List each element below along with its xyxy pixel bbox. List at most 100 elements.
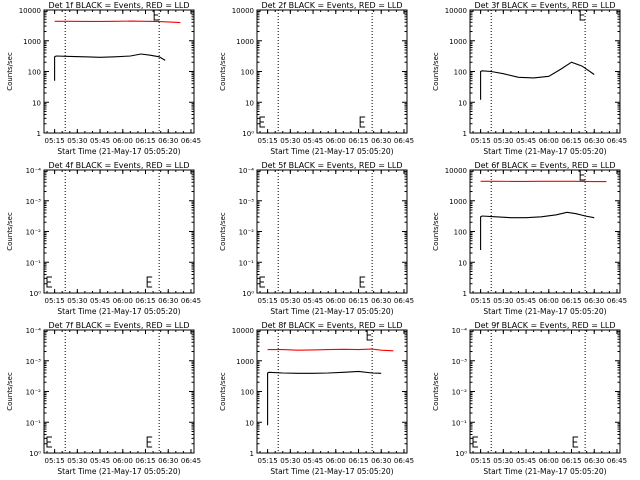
x-tick-label: 05:30 [67, 457, 87, 465]
detector-panel-6: Det 6f BLACK = Events, RED = LLD Start Ti… [432, 161, 627, 316]
y-tick-label: 10000 [232, 7, 254, 15]
y-axis-label: Counts/sec [6, 212, 14, 251]
x-tick-label: 05:30 [280, 137, 300, 145]
y-tick-label: 1 [250, 450, 254, 458]
x-tick-label: 06:15 [348, 457, 368, 465]
plot-frame [256, 329, 408, 454]
x-axis-label: Start Time (21-May-17 05:05:20) [483, 467, 606, 476]
y-tick-label: 10⁻³ [26, 198, 42, 206]
x-tick-label: 06:30 [158, 457, 178, 465]
y-axis-label: Counts/sec [6, 52, 14, 91]
x-tick-label: 06:30 [371, 457, 391, 465]
detector-panel-4: Det 4f BLACK = Events, RED = LLD Start Ti… [6, 161, 201, 316]
x-tick-label: 06:00 [539, 457, 559, 465]
interval-marker [579, 169, 586, 181]
y-tick-label: 100 [454, 229, 467, 237]
interval-marker [572, 436, 579, 448]
y-tick-label: 10 [458, 99, 467, 107]
x-tick-label: 05:30 [493, 137, 513, 145]
y-tick-label: 10 [245, 419, 254, 427]
x-tick-label: 06:15 [348, 297, 368, 305]
detector-panel-7: Det 7f BLACK = Events, RED = LLD Start Ti… [6, 321, 201, 476]
x-tick-label: 06:45 [607, 297, 627, 305]
x-tick-label: 06:45 [607, 457, 627, 465]
plot-frame [256, 9, 408, 134]
y-tick-label: 10⁻¹ [26, 259, 42, 267]
y-tick-label: 10⁻³ [452, 358, 468, 366]
y-tick-label: 1000 [236, 358, 254, 366]
events-series-line [480, 61, 595, 100]
y-tick-label: 10⁰ [455, 450, 467, 458]
x-axis-label: Start Time (21-May-17 05:05:20) [270, 147, 393, 156]
x-tick-label: 05:45 [90, 457, 110, 465]
detector-panel-3: Det 3f BLACK = Events, RED = LLD Start Ti… [432, 1, 627, 156]
x-axis-label: Start Time (21-May-17 05:05:20) [57, 147, 180, 156]
x-tick-label: 06:00 [539, 137, 559, 145]
plot-frame [43, 329, 195, 454]
y-axis-label: Counts/sec [432, 372, 440, 411]
x-tick-label: 05:30 [280, 297, 300, 305]
y-tick-label: 1000 [449, 198, 467, 206]
x-tick-label: 06:15 [561, 457, 581, 465]
x-tick-label: 05:15 [45, 297, 65, 305]
detector-panel-2: Det 2f BLACK = Events, RED = LLD Start Ti… [219, 1, 414, 156]
y-tick-label: 1 [463, 290, 467, 298]
interval-marker [146, 436, 153, 448]
panel-title: Det 8f BLACK = Events, RED = LLD [261, 321, 402, 330]
x-tick-label: 06:30 [158, 297, 178, 305]
y-axis-label: Counts/sec [219, 212, 227, 251]
detector-panel-9: Det 9f BLACK = Events, RED = LLD Start Ti… [432, 321, 627, 476]
x-tick-label: 05:15 [45, 457, 65, 465]
y-tick-label: 10⁻² [239, 229, 255, 237]
x-tick-label: 05:30 [493, 297, 513, 305]
x-tick-label: 06:45 [181, 457, 201, 465]
x-tick-label: 05:30 [67, 297, 87, 305]
y-tick-label: 1 [37, 130, 41, 138]
y-axis-label: Counts/sec [219, 372, 227, 411]
x-tick-label: 06:00 [326, 457, 346, 465]
x-tick-label: 06:45 [394, 137, 414, 145]
y-tick-label: 10⁻⁴ [26, 167, 42, 175]
y-tick-label: 100 [241, 389, 254, 397]
plot-frame [43, 9, 195, 134]
panel-title: Det 5f BLACK = Events, RED = LLD [261, 161, 402, 170]
x-tick-label: 05:30 [493, 457, 513, 465]
interval-marker [146, 276, 153, 288]
x-tick-label: 06:15 [561, 297, 581, 305]
x-tick-label: 06:30 [584, 137, 604, 145]
y-tick-label: 1000 [236, 38, 254, 46]
y-axis-label: Counts/sec [432, 212, 440, 251]
lld-series-line [54, 20, 181, 24]
x-tick-label: 05:30 [67, 137, 87, 145]
interval-marker [472, 436, 478, 448]
x-tick-label: 06:00 [113, 297, 133, 305]
y-tick-label: 10⁻⁴ [26, 327, 42, 335]
interval-marker [259, 276, 265, 288]
x-tick-label: 05:45 [303, 297, 323, 305]
y-tick-label: 10⁻¹ [239, 259, 255, 267]
panel-title: Det 9f BLACK = Events, RED = LLD [474, 321, 615, 330]
y-tick-label: 10 [245, 99, 254, 107]
x-tick-label: 06:30 [158, 137, 178, 145]
x-tick-label: 06:00 [326, 297, 346, 305]
x-tick-label: 06:15 [561, 137, 581, 145]
x-tick-label: 06:00 [113, 457, 133, 465]
x-tick-label: 05:15 [471, 457, 491, 465]
panel-title: Det 4f BLACK = Events, RED = LLD [48, 161, 189, 170]
y-tick-label: 100 [28, 69, 41, 77]
x-tick-label: 05:30 [280, 457, 300, 465]
x-tick-label: 06:00 [539, 297, 559, 305]
y-tick-label: 10 [32, 99, 41, 107]
interval-marker [359, 116, 366, 128]
x-tick-label: 05:15 [471, 297, 491, 305]
y-tick-label: 10⁻² [26, 389, 42, 397]
x-tick-label: 06:15 [135, 457, 155, 465]
interval-marker [259, 116, 265, 128]
x-tick-label: 06:15 [135, 137, 155, 145]
x-tick-label: 05:45 [516, 297, 536, 305]
x-tick-label: 05:45 [90, 297, 110, 305]
y-tick-label: 10000 [19, 7, 41, 15]
interval-marker [46, 276, 52, 288]
panel-title: Det 7f BLACK = Events, RED = LLD [48, 321, 189, 330]
y-tick-label: 1000 [23, 38, 41, 46]
